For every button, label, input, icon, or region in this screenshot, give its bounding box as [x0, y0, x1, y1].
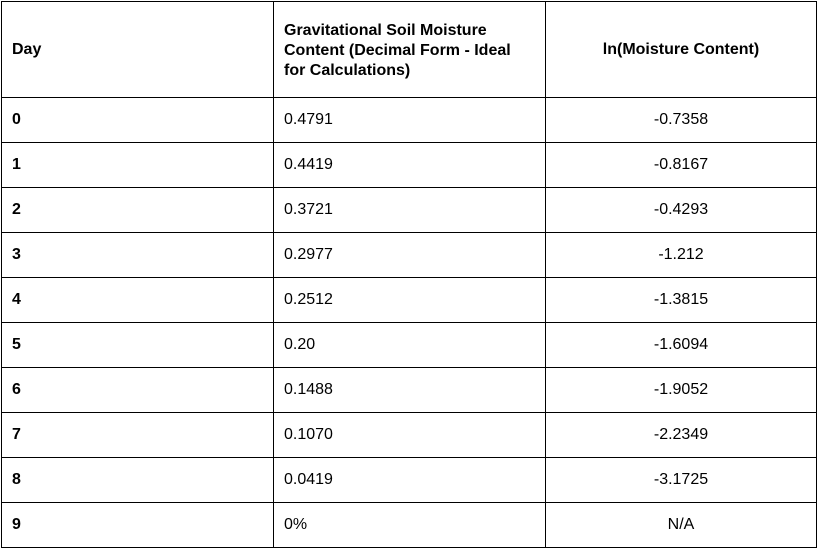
cell-day: 9: [1, 502, 274, 548]
cell-ln: N/A: [545, 502, 817, 548]
table-header-row: Day Gravitational Soil Moisture Content …: [1, 1, 817, 98]
cell-ln: -1.6094: [545, 322, 817, 368]
table-row: 0 0.4791 -0.7358: [1, 97, 817, 143]
table-row: 6 0.1488 -1.9052: [1, 367, 817, 413]
cell-day: 2: [1, 187, 274, 233]
cell-day: 3: [1, 232, 274, 278]
cell-ln: -1.3815: [545, 277, 817, 323]
table-row: 9 0% N/A: [1, 502, 817, 548]
cell-moisture: 0.20: [273, 322, 546, 368]
cell-day: 5: [1, 322, 274, 368]
cell-moisture: 0.3721: [273, 187, 546, 233]
cell-ln: -0.7358: [545, 97, 817, 143]
table-row: 4 0.2512 -1.3815: [1, 277, 817, 323]
header-day: Day: [1, 1, 274, 98]
cell-moisture: 0.2512: [273, 277, 546, 323]
cell-moisture: 0.2977: [273, 232, 546, 278]
cell-moisture: 0.4791: [273, 97, 546, 143]
cell-day: 6: [1, 367, 274, 413]
cell-ln: -1.9052: [545, 367, 817, 413]
cell-moisture: 0.0419: [273, 457, 546, 503]
table-row: 3 0.2977 -1.212: [1, 232, 817, 278]
cell-moisture: 0.1488: [273, 367, 546, 413]
cell-moisture: 0.1070: [273, 412, 546, 458]
cell-ln: -1.212: [545, 232, 817, 278]
cell-ln: -3.1725: [545, 457, 817, 503]
cell-ln: -2.2349: [545, 412, 817, 458]
table-row: 1 0.4419 -0.8167: [1, 142, 817, 188]
header-moisture-content: Gravitational Soil Moisture Content (Dec…: [273, 1, 546, 98]
cell-day: 7: [1, 412, 274, 458]
table-row: 2 0.3721 -0.4293: [1, 187, 817, 233]
table-row: 5 0.20 -1.6094: [1, 322, 817, 368]
cell-day: 4: [1, 277, 274, 323]
cell-moisture: 0.4419: [273, 142, 546, 188]
cell-ln: -0.8167: [545, 142, 817, 188]
header-ln-moisture: ln(Moisture Content): [545, 1, 817, 98]
table-row: 8 0.0419 -3.1725: [1, 457, 817, 503]
cell-day: 0: [1, 97, 274, 143]
cell-day: 1: [1, 142, 274, 188]
cell-moisture: 0%: [273, 502, 546, 548]
table-row: 7 0.1070 -2.2349: [1, 412, 817, 458]
cell-day: 8: [1, 457, 274, 503]
cell-ln: -0.4293: [545, 187, 817, 233]
